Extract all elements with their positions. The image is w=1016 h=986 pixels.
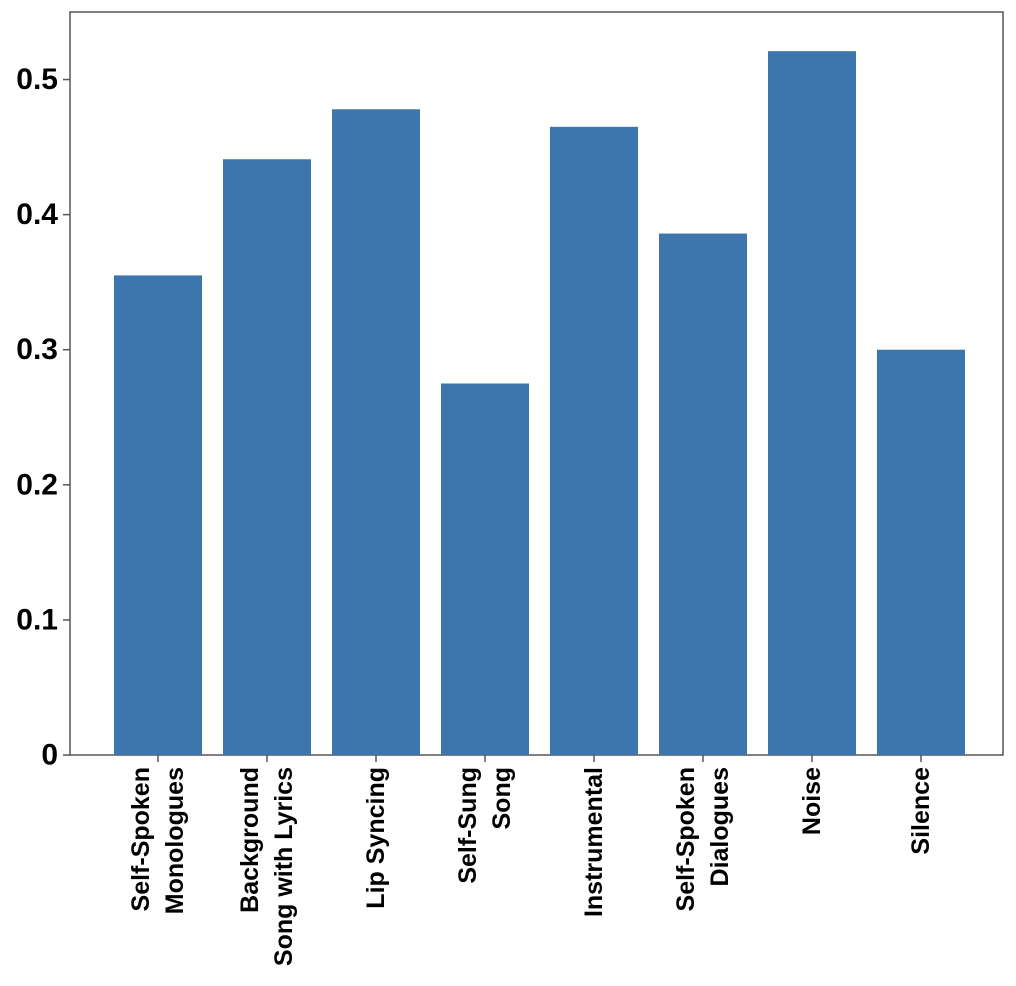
x-tick-label: Lip Syncing bbox=[362, 767, 390, 909]
x-tick-label-line: Song bbox=[488, 767, 516, 830]
bar bbox=[223, 159, 311, 755]
y-tick-label: 0.4 bbox=[16, 198, 58, 231]
x-tick-label-line: Noise bbox=[798, 767, 826, 835]
y-tick-label: 0.1 bbox=[16, 603, 58, 636]
x-axis-ticks: Self-Spoken Monologues Background Song with… bbox=[127, 755, 935, 966]
bar bbox=[877, 349, 965, 755]
y-tick-label: 0.2 bbox=[16, 468, 58, 501]
bar bbox=[659, 233, 747, 756]
x-tick-label: Silence bbox=[907, 767, 935, 855]
y-tick-label: 0 bbox=[41, 739, 58, 772]
bar bbox=[332, 109, 420, 756]
x-tick-label-line: Self-Spoken bbox=[127, 767, 155, 911]
x-tick-label-line: Silence bbox=[907, 767, 935, 855]
x-tick-label: Instrumental bbox=[580, 767, 608, 917]
x-tick-label-line: Self-Sung bbox=[454, 767, 482, 884]
x-tick-label-line: Monologues bbox=[161, 767, 189, 914]
x-tick-label: Self-Sung Song bbox=[454, 767, 516, 884]
bar bbox=[768, 51, 856, 755]
x-tick-label-line: Instrumental bbox=[580, 767, 608, 917]
y-axis-ticks: 0 0.1 0.2 0.3 0.4 0.5 bbox=[16, 63, 70, 772]
x-tick-label: Self-Spoken Dialogues bbox=[672, 767, 734, 911]
bar bbox=[441, 383, 529, 755]
x-tick-label-line: Background bbox=[236, 767, 264, 913]
x-tick-label: Self-Spoken Monologues bbox=[127, 767, 189, 914]
plot-frame bbox=[69, 11, 1004, 756]
x-tick-label-line: Lip Syncing bbox=[362, 767, 390, 909]
x-tick-label-line: Song with Lyrics bbox=[270, 767, 298, 966]
bar bbox=[114, 275, 202, 755]
bar bbox=[550, 126, 638, 755]
bars-group bbox=[114, 51, 965, 756]
y-tick-label: 0.5 bbox=[16, 63, 58, 96]
x-tick-label: Noise bbox=[798, 767, 826, 835]
y-tick-label: 0.3 bbox=[16, 333, 58, 366]
x-tick-label: Background Song with Lyrics bbox=[236, 767, 298, 966]
x-tick-label-line: Self-Spoken bbox=[672, 767, 700, 911]
x-tick-label-line: Dialogues bbox=[706, 767, 734, 886]
